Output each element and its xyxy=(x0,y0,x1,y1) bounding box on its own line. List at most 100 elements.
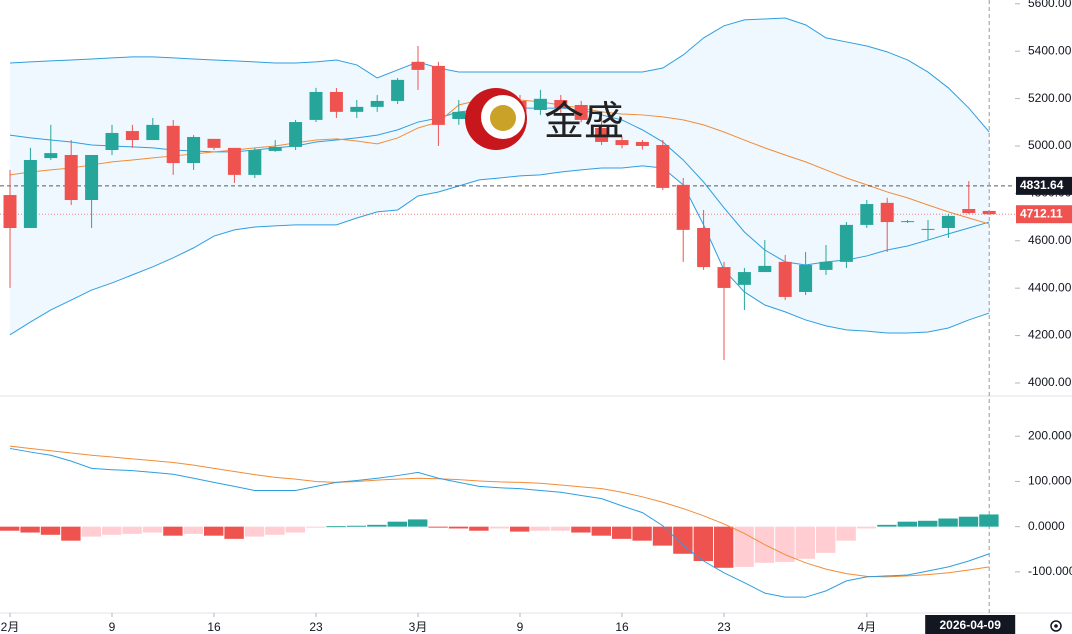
macd-dif-line xyxy=(9,447,990,598)
macd-histogram-bar xyxy=(550,526,571,531)
candle-body xyxy=(452,111,466,119)
macd-histogram-bar xyxy=(0,526,20,531)
candle-body xyxy=(533,98,547,110)
macd-histogram-bar xyxy=(938,518,958,527)
macd-histogram-bar xyxy=(897,521,917,527)
macd-histogram-bar xyxy=(408,519,428,527)
x-tick-label: 2月 xyxy=(1,620,20,634)
macd-histogram-bar xyxy=(326,526,346,528)
macd-histogram-bar xyxy=(469,526,489,531)
x-tick-label: 23 xyxy=(717,620,731,634)
y-tick-label: 4600.00 xyxy=(1028,233,1072,247)
candle-body xyxy=(391,79,405,101)
settings-icon[interactable] xyxy=(1050,620,1062,632)
macd-histogram-bar xyxy=(40,526,61,535)
candle-body xyxy=(3,195,17,228)
macd-histogram-bar xyxy=(979,514,999,527)
macd-histogram-bar xyxy=(571,526,591,533)
macd-histogram-bar xyxy=(693,526,713,562)
macd-histogram-bar xyxy=(530,526,550,531)
macd-histogram-bar xyxy=(918,520,938,527)
candle-body xyxy=(697,227,711,268)
macd-histogram-bar xyxy=(102,526,122,535)
macd-histogram-bar xyxy=(142,526,163,533)
candle-body xyxy=(166,125,180,164)
candle-body xyxy=(64,154,78,201)
candle-body xyxy=(941,215,955,228)
candle-body xyxy=(839,224,853,262)
gear[interactable] xyxy=(1050,620,1062,632)
candle-body xyxy=(758,265,772,273)
macd-histogram-bar xyxy=(591,526,611,536)
macd-histogram-bar xyxy=(428,526,448,528)
macd-histogram-bar xyxy=(61,526,81,541)
macd-histogram-bar xyxy=(816,526,836,553)
candle-body xyxy=(44,153,58,159)
macd-histogram-bar xyxy=(81,526,101,537)
candle-body xyxy=(105,132,119,151)
y-tick-label: 4400.00 xyxy=(1028,280,1072,294)
candle-body xyxy=(717,267,731,288)
macd-dea-line xyxy=(9,445,990,578)
macd-histogram-bar xyxy=(958,516,979,527)
candle-body xyxy=(901,221,915,223)
macd-histogram-bar xyxy=(285,526,305,533)
macd-histogram-bar xyxy=(714,526,734,568)
candle-body xyxy=(125,131,139,141)
macd-histogram-bar xyxy=(673,526,693,554)
macd-histogram-bar xyxy=(265,526,285,535)
candle-body xyxy=(962,209,976,214)
x-tick-label: 23 xyxy=(309,620,323,634)
macd-histogram-bar xyxy=(510,526,530,532)
candle-body xyxy=(799,264,813,292)
candle-body xyxy=(23,159,37,228)
macd-histogram-bar xyxy=(306,526,326,528)
watermark-text: 金盛 xyxy=(544,100,624,144)
candle-body xyxy=(227,147,241,175)
candle-body xyxy=(289,122,303,147)
candle-body xyxy=(268,146,282,151)
macd-histogram-bar xyxy=(346,525,367,527)
price-label-box xyxy=(1016,205,1072,224)
logo-core xyxy=(490,105,516,131)
price-label-box xyxy=(1016,176,1072,195)
candle-body xyxy=(778,261,792,297)
macd-histogram-bar xyxy=(734,526,754,567)
candle-body xyxy=(309,91,323,120)
candle-body xyxy=(370,100,384,107)
macd-histogram-bar xyxy=(244,526,265,537)
macd-histogram-bar xyxy=(652,526,673,546)
candle-body xyxy=(615,140,629,146)
y-tick-label: 5400.00 xyxy=(1028,43,1072,57)
macd-histogram-bar xyxy=(20,526,40,533)
candle-body xyxy=(431,65,445,125)
band-fill xyxy=(10,18,990,335)
y-tick-label: 200.0000 xyxy=(1028,428,1072,442)
candle-body xyxy=(656,145,670,188)
candle-body xyxy=(146,124,160,141)
y-tick-label: 4000.00 xyxy=(1028,375,1072,389)
candle-body xyxy=(635,141,649,146)
x-tick-label: 16 xyxy=(207,620,221,634)
gear-center[interactable] xyxy=(1054,624,1058,628)
y-tick-label: 5000.00 xyxy=(1028,138,1072,152)
x-tick-label: 9 xyxy=(109,620,116,634)
y-tick-label: 4200.00 xyxy=(1028,328,1072,342)
macd-histogram-bar xyxy=(387,521,407,527)
candle-body xyxy=(921,228,935,230)
candle-body xyxy=(411,61,425,70)
macd-histogram-bar xyxy=(163,526,183,536)
macd-histogram-bar xyxy=(632,526,652,541)
price-label: 4831.64 xyxy=(1020,178,1064,192)
candle-body xyxy=(248,150,262,175)
band-upper xyxy=(9,17,990,133)
macd-histogram-bar xyxy=(122,526,142,534)
macd-histogram-bar xyxy=(183,526,203,534)
macd-histogram-bar xyxy=(367,524,387,527)
y-tick-label: 5200.00 xyxy=(1028,91,1072,105)
candle-body xyxy=(207,138,221,148)
candle-body xyxy=(187,136,201,164)
macd-histogram-bar xyxy=(856,526,877,529)
